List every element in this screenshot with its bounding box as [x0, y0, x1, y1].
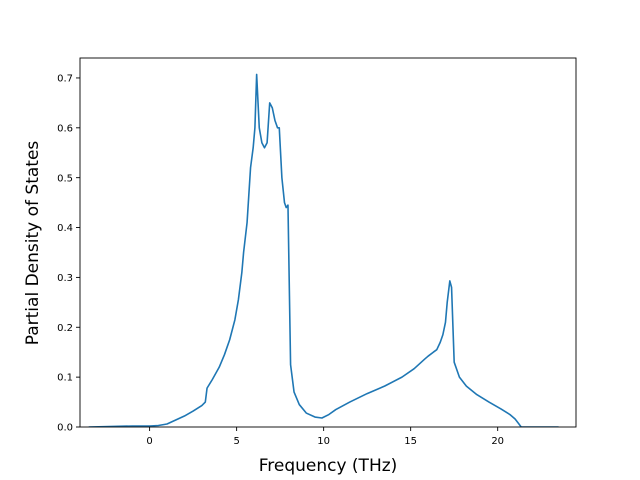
y-axis-label: Partial Density of States [23, 141, 43, 346]
x-tick-label: 10 [317, 436, 330, 447]
x-tick-label: 0 [146, 436, 152, 447]
plot-area [79, 57, 577, 428]
y-tick-label: 0.4 [57, 223, 73, 234]
y-axis: 0.0 0.1 0.2 0.3 0.4 0.5 0.6 0.7 [57, 74, 80, 434]
y-tick-label: 0.3 [57, 273, 73, 284]
y-tick-label: 0.5 [57, 173, 73, 184]
y-tick-label: 0.6 [57, 123, 73, 134]
y-tick-label: 0.2 [57, 323, 73, 334]
y-tick-label: 0.7 [57, 74, 73, 85]
y-tick-label: 0.1 [57, 373, 73, 384]
pdos-series-line [88, 73, 559, 427]
x-axis-label: Frequency (THz) [259, 456, 398, 476]
plot-frame [79, 57, 577, 428]
x-tick-label: 15 [404, 436, 417, 447]
x-tick-label: 5 [233, 436, 239, 447]
x-axis: 0 5 10 15 20 [146, 427, 504, 447]
x-tick-label: 20 [491, 436, 504, 447]
y-tick-label: 0.0 [57, 423, 73, 434]
